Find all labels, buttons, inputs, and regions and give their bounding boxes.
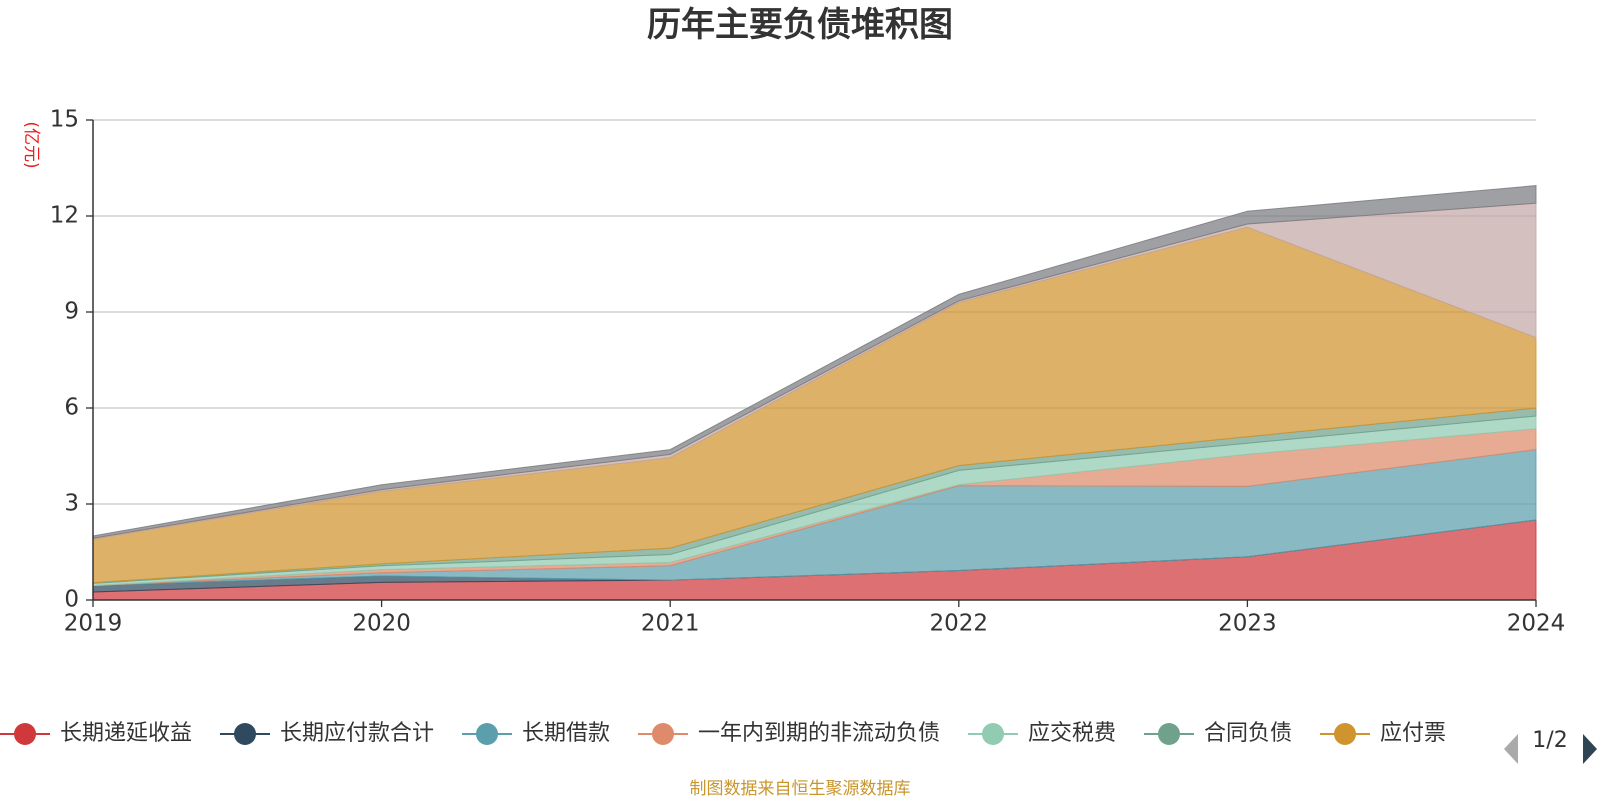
- y-tick-label: 15: [50, 107, 79, 133]
- x-tick-label: 2021: [641, 611, 700, 637]
- legend-item[interactable]: 长期应付款合计: [220, 721, 434, 746]
- legend-label: 长期借款: [522, 721, 610, 746]
- legend: 长期递延收益 长期应付款合计 长期借款 一年内到期的非流动负债 应交税费 合同负债 应付票: [0, 721, 1446, 746]
- y-tick-label: 0: [64, 587, 79, 613]
- legend-label: 长期应付款合计: [280, 721, 434, 746]
- y-tick-label: 6: [64, 395, 79, 421]
- y-tick-label: 9: [64, 299, 79, 325]
- legend-item[interactable]: 合同负债: [1144, 721, 1292, 746]
- y-axis-unit-label: (亿元): [21, 121, 41, 168]
- chart-title: 历年主要负债堆积图: [647, 5, 953, 45]
- y-tick-label: 3: [64, 491, 79, 517]
- stacked-areas: [92, 185, 1537, 601]
- legend-item[interactable]: 应交税费: [968, 721, 1116, 746]
- legend-page-label: 1/2: [1532, 728, 1567, 753]
- legend-marker: [1334, 723, 1356, 745]
- source-note: 制图数据来自恒生聚源数据库: [690, 779, 911, 799]
- x-tick-label: 2020: [352, 611, 411, 637]
- legend-marker: [982, 723, 1004, 745]
- x-tick-label: 2019: [64, 611, 123, 637]
- legend-next-icon[interactable]: [1583, 734, 1597, 764]
- legend-label: 应付票: [1380, 721, 1446, 746]
- legend-label: 合同负债: [1204, 721, 1292, 746]
- legend-label: 一年内到期的非流动负债: [698, 721, 940, 746]
- x-tick-label: 2023: [1218, 611, 1277, 637]
- legend-label: 应交税费: [1028, 721, 1116, 746]
- x-tick-label: 2024: [1507, 611, 1566, 637]
- legend-item[interactable]: 应付票: [1320, 721, 1446, 746]
- legend-prev-icon[interactable]: [1504, 734, 1518, 764]
- area-series: [92, 185, 1537, 539]
- legend-marker: [652, 723, 674, 745]
- legend-item[interactable]: 长期递延收益: [0, 721, 192, 746]
- legend-marker: [476, 723, 498, 745]
- legend-item[interactable]: 一年内到期的非流动负债: [638, 721, 940, 746]
- legend-pager: 1/2: [1504, 728, 1597, 764]
- legend-marker: [14, 723, 36, 745]
- legend-label: 长期递延收益: [60, 721, 192, 746]
- legend-marker: [234, 723, 256, 745]
- axes: 2019 2020 2021 2022 2023 2024: [64, 120, 1566, 637]
- y-tick-label: 12: [50, 203, 79, 229]
- legend-item[interactable]: 长期借款: [462, 721, 610, 746]
- legend-marker: [1158, 723, 1180, 745]
- x-tick-label: 2022: [930, 611, 989, 637]
